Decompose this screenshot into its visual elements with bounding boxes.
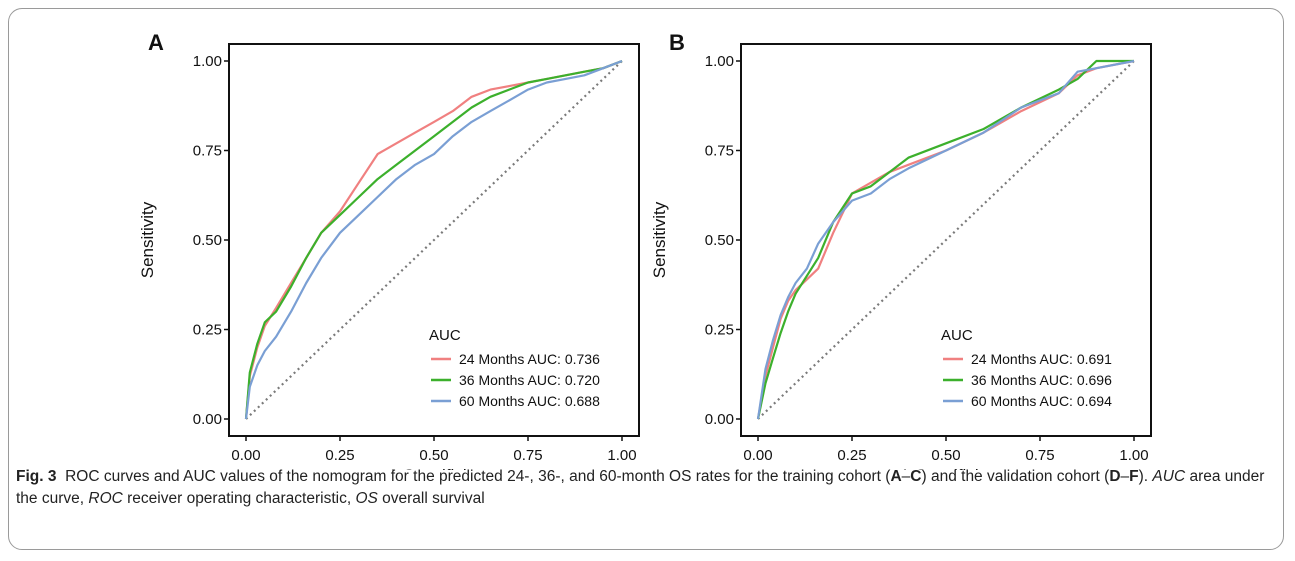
reference-diagonal [757, 60, 1135, 420]
roc-figure: A 0.00 0.25 0.50 0.75 1.00 0.00 0.25 0.50 0.75 1.0… [138, 30, 1152, 470]
x-tick-label: 0.00 [231, 447, 260, 464]
y-tick-label: 0.00 [193, 411, 222, 428]
x-tick-label: 1.00 [1119, 447, 1148, 464]
legend-entry-label: 60 Months AUC: 0.694 [971, 393, 1112, 409]
caption-text: ROC curves and AUC values of the nomogra… [16, 468, 1264, 507]
x-axis-label: 1-Specificity [900, 466, 992, 470]
legend-title: AUC [941, 327, 973, 344]
caption-part: C [910, 468, 922, 485]
reference-diagonal [245, 60, 623, 420]
roc-curve-series [756, 59, 1134, 420]
caption-fig-label: Fig. 3 [16, 468, 57, 485]
x-tick-label: 0.00 [743, 447, 772, 464]
caption-part: F [1129, 468, 1139, 485]
y-tick-label: 1.00 [705, 53, 734, 70]
caption-part: ROC curves and AUC values of the nomogra… [65, 468, 891, 485]
x-tick-label: 1.00 [607, 447, 636, 464]
y-tick-label: 1.00 [193, 53, 222, 70]
figure-caption: Fig. 3 ROC curves and AUC values of the … [16, 466, 1266, 510]
caption-part: area under the curve, [16, 468, 1265, 507]
y-tick-label: 0.25 [193, 322, 222, 339]
y-axis-label: Sensitivity [138, 201, 157, 278]
y-tick-label: 0.25 [705, 322, 734, 339]
panel-label: B [669, 30, 685, 55]
x-axis-label: 1-Specificity [388, 466, 480, 470]
caption-part: ROC [88, 490, 123, 507]
legend-title: AUC [429, 327, 461, 344]
caption-part: AUC [1152, 468, 1186, 485]
x-tick-label: 0.50 [931, 447, 960, 464]
caption-part: ) and the validation cohort ( [921, 468, 1110, 485]
legend-entry-label: 24 Months AUC: 0.736 [459, 351, 600, 367]
legend-entry-label: 36 Months AUC: 0.720 [459, 372, 600, 388]
y-tick-label: 0.00 [705, 411, 734, 428]
panel-label: A [148, 30, 164, 55]
y-tick-label: 0.50 [193, 232, 222, 249]
legend-entry-label: 60 Months AUC: 0.688 [459, 393, 600, 409]
caption-part: OS [355, 490, 378, 507]
y-tick-label: 0.75 [193, 143, 222, 160]
roc-curve-series [756, 59, 1135, 420]
y-tick-label: 0.75 [705, 143, 734, 160]
caption-part: ). [1138, 468, 1153, 485]
legend-entry-label: 36 Months AUC: 0.696 [971, 372, 1112, 388]
caption-part: D [1109, 468, 1121, 485]
y-axis-label: Sensitivity [650, 201, 669, 278]
y-tick-label: 0.50 [705, 232, 734, 249]
caption-part: – [901, 468, 911, 485]
x-tick-label: 0.50 [419, 447, 448, 464]
caption-part: A [890, 468, 902, 485]
caption-part: overall survival [377, 490, 485, 507]
x-tick-label: 0.75 [513, 447, 542, 464]
x-tick-label: 0.75 [1025, 447, 1054, 464]
x-tick-label: 0.25 [837, 447, 866, 464]
caption-part: receiver operating characteristic, [122, 490, 356, 507]
figure-frame [8, 8, 1284, 550]
roc-curve-series [244, 59, 623, 420]
caption-part: – [1120, 468, 1130, 485]
legend-entry-label: 24 Months AUC: 0.691 [971, 351, 1112, 367]
x-tick-label: 0.25 [325, 447, 354, 464]
roc-curve-series [244, 59, 623, 420]
